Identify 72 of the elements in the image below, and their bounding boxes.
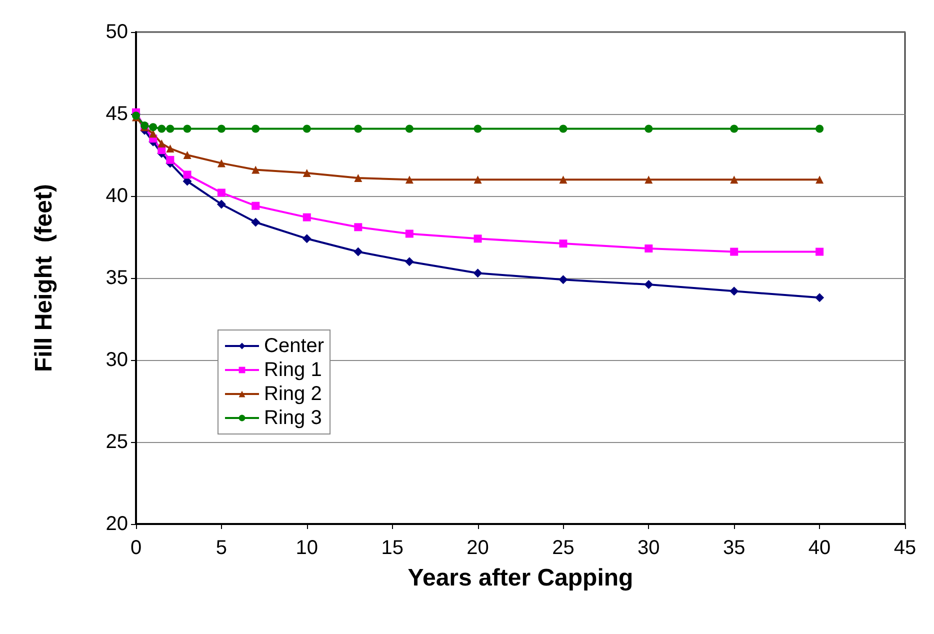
point — [183, 124, 192, 133]
x-tick-label: 25 — [552, 537, 574, 559]
point — [730, 248, 738, 256]
point — [815, 293, 824, 302]
x-tick-label: 15 — [381, 537, 404, 559]
legend-label: Center — [264, 335, 324, 357]
x-tick-label: 40 — [808, 537, 831, 559]
y-tick-label: 45 — [106, 103, 128, 125]
point — [730, 176, 738, 184]
point — [354, 223, 362, 232]
y-tick-label: 40 — [106, 185, 128, 207]
x-tick-label: 10 — [296, 537, 318, 559]
point — [149, 123, 158, 132]
point — [559, 240, 568, 248]
point — [644, 280, 654, 290]
point — [217, 159, 226, 168]
legend-label: Ring 2 — [264, 383, 322, 405]
point — [644, 244, 653, 252]
point — [354, 247, 363, 256]
point — [644, 176, 653, 184]
point — [252, 166, 260, 174]
x-tick-label: 45 — [894, 537, 916, 559]
y-tick-label: 50 — [106, 21, 128, 43]
point — [474, 124, 482, 133]
point — [559, 176, 568, 184]
point — [158, 124, 166, 133]
legend-label: Ring 1 — [264, 359, 322, 381]
y-tick-label: 30 — [106, 349, 128, 371]
point — [474, 176, 482, 184]
point — [251, 218, 260, 227]
y-tick-label: 20 — [106, 513, 128, 535]
point — [473, 268, 482, 278]
point — [405, 176, 414, 184]
y-axis-title: Fill Height (feet) — [30, 184, 58, 372]
point — [474, 234, 482, 243]
point — [302, 169, 311, 178]
point — [354, 174, 362, 182]
point — [166, 156, 174, 164]
point — [166, 124, 174, 133]
point — [405, 124, 414, 133]
x-tick-label: 35 — [722, 537, 746, 559]
y-tick-label: 25 — [106, 431, 128, 453]
point — [252, 124, 260, 133]
point — [217, 124, 226, 133]
point — [302, 124, 311, 133]
point — [183, 170, 192, 179]
point — [404, 257, 414, 266]
point — [816, 248, 824, 256]
point — [354, 124, 362, 133]
point — [816, 124, 824, 133]
x-tick-label: 5 — [216, 537, 228, 559]
x-tick-label: 30 — [638, 537, 660, 559]
x-tick-label: 20 — [466, 537, 489, 559]
point — [559, 124, 568, 133]
point — [217, 188, 226, 197]
point — [730, 124, 738, 133]
point — [730, 286, 739, 296]
point — [302, 234, 312, 244]
point — [405, 230, 414, 238]
point — [183, 151, 192, 159]
legend-label: Ring 3 — [264, 407, 322, 429]
point — [644, 124, 653, 133]
point — [158, 140, 166, 148]
point — [166, 144, 174, 152]
x-tick-label: 0 — [130, 537, 142, 559]
y-tick-label: 35 — [106, 267, 128, 289]
x-axis-title: Years after Capping — [408, 564, 634, 592]
point — [252, 202, 260, 210]
point — [816, 176, 824, 184]
point — [302, 213, 311, 222]
point — [216, 200, 226, 209]
point — [558, 275, 568, 284]
